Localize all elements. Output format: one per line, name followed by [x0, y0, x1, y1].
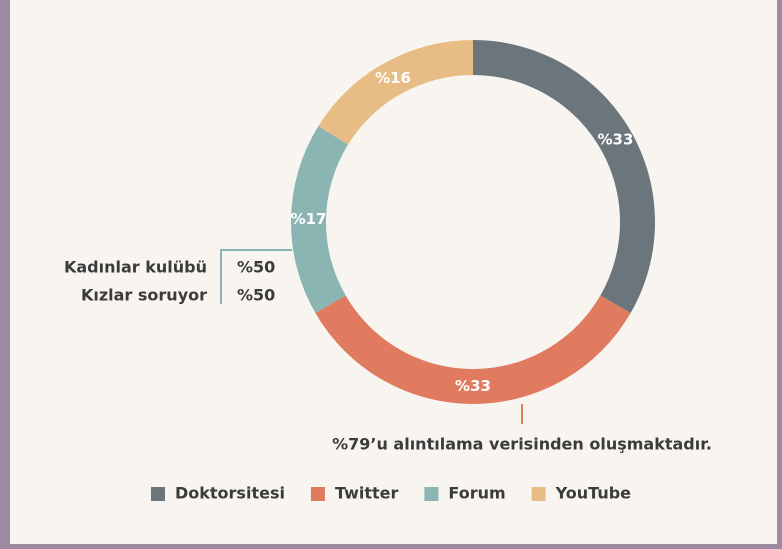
- segment-label: %33: [598, 130, 634, 148]
- legend-swatch: [150, 487, 165, 501]
- segment-label: %33: [455, 377, 491, 395]
- legend-swatch: [424, 487, 439, 501]
- legend-label: Twitter: [335, 484, 399, 503]
- segment-label: %16: [375, 69, 411, 87]
- legend-label: YouTube: [555, 484, 632, 503]
- segment-label: %17: [291, 210, 327, 228]
- note: %79’u alıntılama verisinden oluşmaktadır…: [332, 435, 712, 454]
- legend-label: Forum: [448, 484, 505, 503]
- breakdown-value: %50: [237, 258, 275, 277]
- donut-segment: [290, 126, 349, 313]
- donut-segment: [473, 40, 655, 313]
- donut-segment: [315, 295, 631, 405]
- breakdown-label: Kadınlar kulübü: [64, 258, 207, 277]
- breakdown-label: Kızlar soruyor: [81, 286, 207, 305]
- donut-segment: [318, 40, 473, 145]
- breakdown-value: %50: [237, 286, 275, 305]
- legend-swatch: [531, 487, 546, 501]
- legend-swatch: [310, 487, 325, 501]
- legend-label: Doktorsitesi: [175, 484, 285, 503]
